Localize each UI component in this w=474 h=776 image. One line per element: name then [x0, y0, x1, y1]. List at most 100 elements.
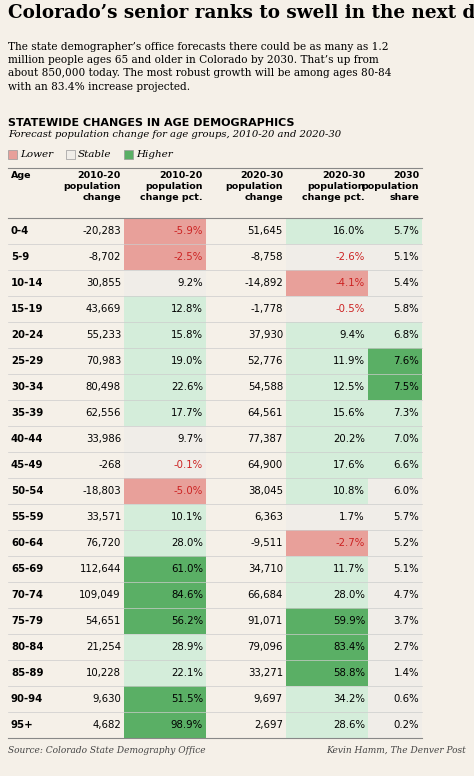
Bar: [286, 686, 368, 712]
Text: 34,710: 34,710: [248, 564, 283, 574]
Text: 28.6%: 28.6%: [333, 720, 365, 730]
Text: 2,697: 2,697: [254, 720, 283, 730]
Text: 109,049: 109,049: [79, 590, 121, 600]
Bar: [124, 634, 206, 660]
Text: 15.8%: 15.8%: [171, 330, 203, 340]
Text: 70,983: 70,983: [86, 356, 121, 366]
Text: 6.6%: 6.6%: [393, 460, 419, 470]
Bar: [8, 504, 44, 530]
Bar: [8, 218, 44, 244]
Text: 112,644: 112,644: [80, 564, 121, 574]
Text: 75-79: 75-79: [11, 616, 43, 626]
Bar: [8, 400, 44, 426]
Bar: [44, 556, 124, 582]
Text: 28.9%: 28.9%: [171, 642, 203, 652]
Text: Colorado’s senior ranks to swell in the next decade: Colorado’s senior ranks to swell in the …: [8, 4, 474, 22]
Text: 60-64: 60-64: [11, 538, 43, 548]
Bar: [124, 712, 206, 738]
Text: 2010-20
population
change pct.: 2010-20 population change pct.: [140, 171, 203, 202]
Bar: [286, 634, 368, 660]
Bar: [206, 270, 286, 296]
Bar: [368, 322, 422, 348]
Text: 70-74: 70-74: [11, 590, 43, 600]
Text: 2020-30
population
change pct.: 2020-30 population change pct.: [302, 171, 365, 202]
Bar: [124, 504, 206, 530]
Bar: [206, 686, 286, 712]
Text: 90-94: 90-94: [11, 694, 43, 704]
Bar: [368, 218, 422, 244]
Bar: [206, 400, 286, 426]
Bar: [206, 582, 286, 608]
Text: 4,682: 4,682: [92, 720, 121, 730]
Bar: [124, 296, 206, 322]
Text: 2.7%: 2.7%: [393, 642, 419, 652]
Text: -8,758: -8,758: [250, 252, 283, 262]
Text: 51,645: 51,645: [247, 226, 283, 236]
Bar: [44, 296, 124, 322]
Text: 34.2%: 34.2%: [333, 694, 365, 704]
Text: 7.5%: 7.5%: [393, 382, 419, 392]
Text: 21,254: 21,254: [86, 642, 121, 652]
Text: 66,684: 66,684: [247, 590, 283, 600]
Text: 80-84: 80-84: [11, 642, 44, 652]
Text: 12.5%: 12.5%: [333, 382, 365, 392]
Bar: [8, 634, 44, 660]
Bar: [286, 244, 368, 270]
Text: 16.0%: 16.0%: [333, 226, 365, 236]
Bar: [8, 150, 17, 159]
Text: 77,387: 77,387: [247, 434, 283, 444]
Bar: [286, 270, 368, 296]
Bar: [44, 270, 124, 296]
Bar: [368, 478, 422, 504]
Bar: [286, 348, 368, 374]
Bar: [206, 478, 286, 504]
Text: 50-54: 50-54: [11, 486, 44, 496]
Text: 56.2%: 56.2%: [171, 616, 203, 626]
Bar: [44, 608, 124, 634]
Bar: [8, 478, 44, 504]
Bar: [124, 686, 206, 712]
Text: 2020-30
population
change: 2020-30 population change: [226, 171, 283, 202]
Text: Forecast population change for age groups, 2010-20 and 2020-30: Forecast population change for age group…: [8, 130, 341, 139]
Text: Age: Age: [11, 171, 31, 180]
Text: -5.9%: -5.9%: [173, 226, 203, 236]
Bar: [8, 530, 44, 556]
Bar: [286, 660, 368, 686]
Text: 5.1%: 5.1%: [393, 564, 419, 574]
Bar: [44, 530, 124, 556]
Text: 3.7%: 3.7%: [393, 616, 419, 626]
Text: 30,855: 30,855: [86, 278, 121, 288]
Bar: [286, 582, 368, 608]
Text: -5.0%: -5.0%: [174, 486, 203, 496]
Text: 9.2%: 9.2%: [177, 278, 203, 288]
Text: 1.4%: 1.4%: [393, 668, 419, 678]
Text: 33,571: 33,571: [86, 512, 121, 522]
Bar: [8, 608, 44, 634]
Bar: [368, 660, 422, 686]
Text: 58.8%: 58.8%: [333, 668, 365, 678]
Bar: [124, 426, 206, 452]
Text: 84.6%: 84.6%: [171, 590, 203, 600]
Bar: [44, 660, 124, 686]
Text: 20.2%: 20.2%: [333, 434, 365, 444]
Bar: [368, 244, 422, 270]
Bar: [286, 400, 368, 426]
Text: 5.1%: 5.1%: [393, 252, 419, 262]
Text: 76,720: 76,720: [86, 538, 121, 548]
Text: -14,892: -14,892: [244, 278, 283, 288]
Text: 64,900: 64,900: [248, 460, 283, 470]
Text: -268: -268: [98, 460, 121, 470]
Text: 28.0%: 28.0%: [171, 538, 203, 548]
Bar: [206, 530, 286, 556]
Bar: [368, 400, 422, 426]
Text: -4.1%: -4.1%: [336, 278, 365, 288]
Bar: [44, 582, 124, 608]
Bar: [206, 608, 286, 634]
Text: -8,702: -8,702: [89, 252, 121, 262]
Text: 15.6%: 15.6%: [333, 408, 365, 418]
Text: 25-29: 25-29: [11, 356, 43, 366]
Bar: [44, 504, 124, 530]
Bar: [124, 348, 206, 374]
Bar: [124, 660, 206, 686]
Text: 0-4: 0-4: [11, 226, 29, 236]
